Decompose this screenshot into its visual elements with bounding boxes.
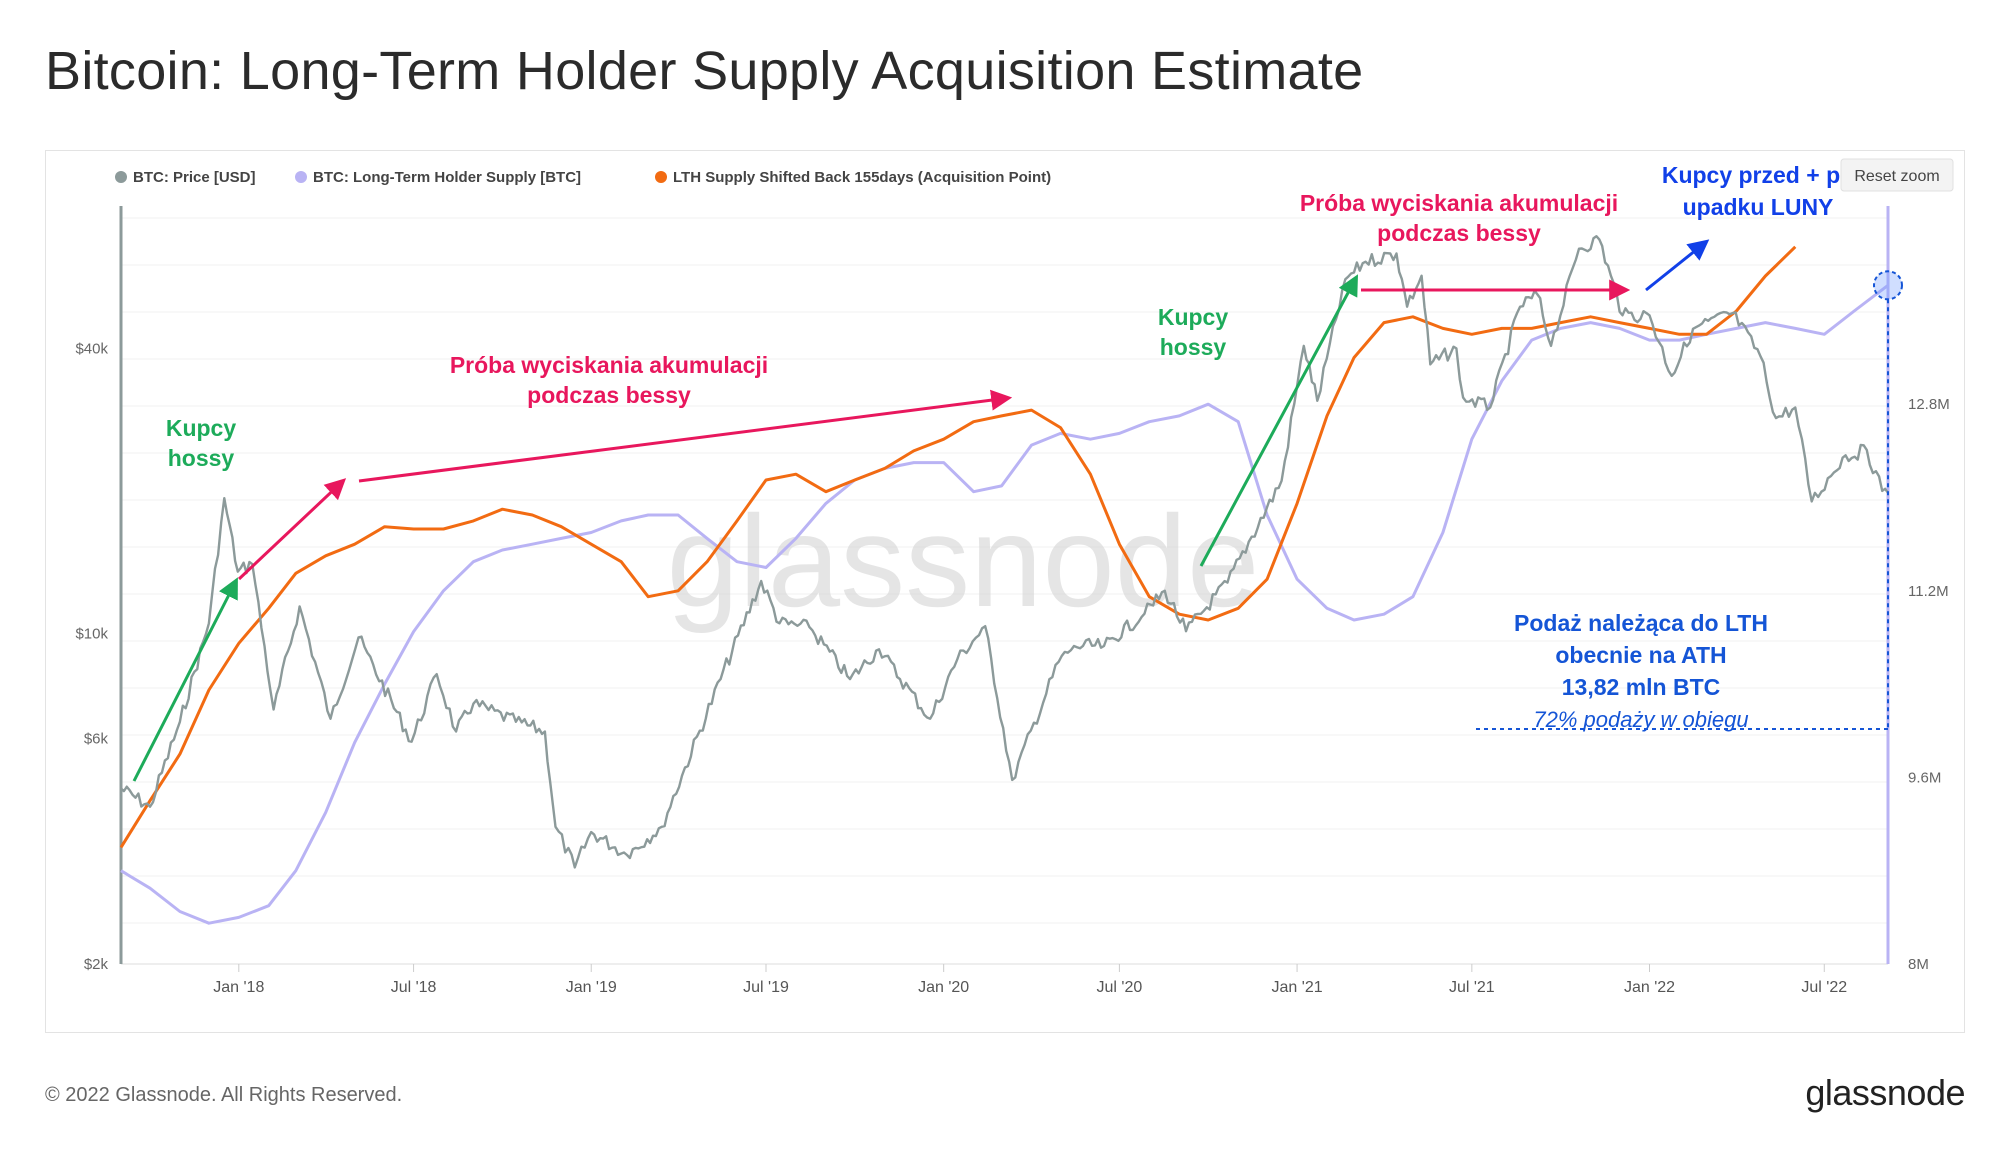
series-btc-long-term-holder-supply-btc	[120, 284, 1889, 925]
y-right-tick-label: 9.6M	[1908, 769, 1941, 786]
x-tick-label: Jul '19	[743, 979, 789, 996]
y-right-tick-label: 11.2M	[1908, 583, 1949, 600]
y-left-tick-label: $2k	[84, 956, 109, 973]
series-lth-supply-shifted-back-155days-acquisition-point	[119, 245, 1797, 849]
annotation-ath: Podaż należąca do LTH obecnie na ATH 13,82…	[1514, 610, 1768, 732]
annotation-text: hossy	[168, 445, 235, 471]
y-left-tick-label: $10k	[75, 625, 108, 642]
x-tick-label: Jan '22	[1624, 979, 1675, 996]
annotation-text: Kupcy	[1158, 304, 1229, 330]
annotation-text: Kupcy	[166, 415, 237, 441]
annotation-kupcy2: Kupcy hossy	[1158, 304, 1229, 360]
x-tick-label: Jan '21	[1272, 979, 1323, 996]
legend-swatch	[655, 171, 667, 183]
annotation-text: Podaż należąca do LTH	[1514, 610, 1768, 636]
annotation-bessy2: Próba wyciskania akumulacji podczas bessy	[1300, 190, 1618, 246]
y-right-tick-label: 8M	[1908, 956, 1929, 973]
series-btc-price-usd	[120, 235, 1889, 869]
legend-item[interactable]: LTH Supply Shifted Back 155days (Acquisi…	[655, 169, 1051, 186]
annotation-text: obecnie na ATH	[1555, 642, 1726, 668]
annotation-text: Próba wyciskania akumulacji	[450, 352, 768, 378]
ath-marker	[1873, 270, 1903, 301]
x-tick-label: Jan '19	[566, 979, 617, 996]
annotation-subtext: 72% podaży w obiegu	[1533, 707, 1748, 732]
arrow-luna	[1645, 239, 1710, 292]
legend-label: BTC: Price [USD]	[133, 169, 256, 186]
reset-zoom-button[interactable]: Reset zoom	[1840, 158, 1954, 192]
arrow-bull-2	[1199, 274, 1358, 567]
reset-zoom-label: Reset zoom	[1854, 168, 1939, 185]
legend-swatch	[115, 171, 127, 183]
copyright: © 2022 Glassnode. All Rights Reserved.	[45, 1084, 403, 1106]
annotation-text: upadku LUNY	[1683, 194, 1834, 220]
y-left-tick-label: $6k	[84, 730, 109, 747]
annotation-luna: Kupcy przed + po upadku LUNY	[1662, 162, 1854, 220]
annotation-text: Próba wyciskania akumulacji	[1300, 190, 1618, 216]
legend-swatch	[295, 171, 307, 183]
annotation-text: hossy	[1160, 334, 1227, 360]
x-tick-label: Jul '21	[1449, 979, 1495, 996]
x-tick-label: Jul '18	[391, 979, 437, 996]
x-tick-label: Jan '20	[918, 979, 969, 996]
annotation-text: Kupcy przed + po	[1662, 162, 1854, 188]
legend-label: LTH Supply Shifted Back 155days (Acquisi…	[673, 169, 1051, 186]
legend-label: BTC: Long-Term Holder Supply [BTC]	[313, 169, 581, 186]
chart-svg: glassnode $2k $6k $10k $40k 8M 9.6M 11.2M 12.8…	[75, 158, 1954, 996]
y-right-tick-label: 12.8M	[1908, 396, 1950, 413]
x-tick-label: Jan '18	[213, 979, 264, 996]
annotation-kupcy1: Kupcy hossy	[166, 415, 237, 471]
watermark: glassnode	[667, 488, 1260, 634]
annotation-text: 13,82 mln BTC	[1562, 674, 1721, 700]
legend-item[interactable]: BTC: Long-Term Holder Supply [BTC]	[295, 169, 581, 186]
y-left-tick-label: $40k	[75, 340, 108, 357]
annotation-text: podczas bessy	[527, 382, 691, 408]
arrow-bear-1b	[358, 389, 1013, 483]
chart-frame: glassnode $2k $6k $10k $40k 8M 9.6M 11.2M 12.8…	[45, 150, 1965, 1033]
x-tick-label: Jul '22	[1801, 979, 1847, 996]
legend-item[interactable]: BTC: Price [USD]	[115, 169, 256, 186]
brand-logo: glassnode	[1805, 1072, 1965, 1113]
x-tick-label: Jul '20	[1097, 979, 1143, 996]
arrow-bear-1a	[237, 478, 347, 581]
arrow-bull-1	[132, 577, 238, 782]
page-title: Bitcoin: Long-Term Holder Supply Acquisi…	[45, 41, 1364, 101]
annotation-text: podczas bessy	[1377, 220, 1541, 246]
annotation-bessy1: Próba wyciskania akumulacji podczas bessy	[450, 352, 768, 408]
